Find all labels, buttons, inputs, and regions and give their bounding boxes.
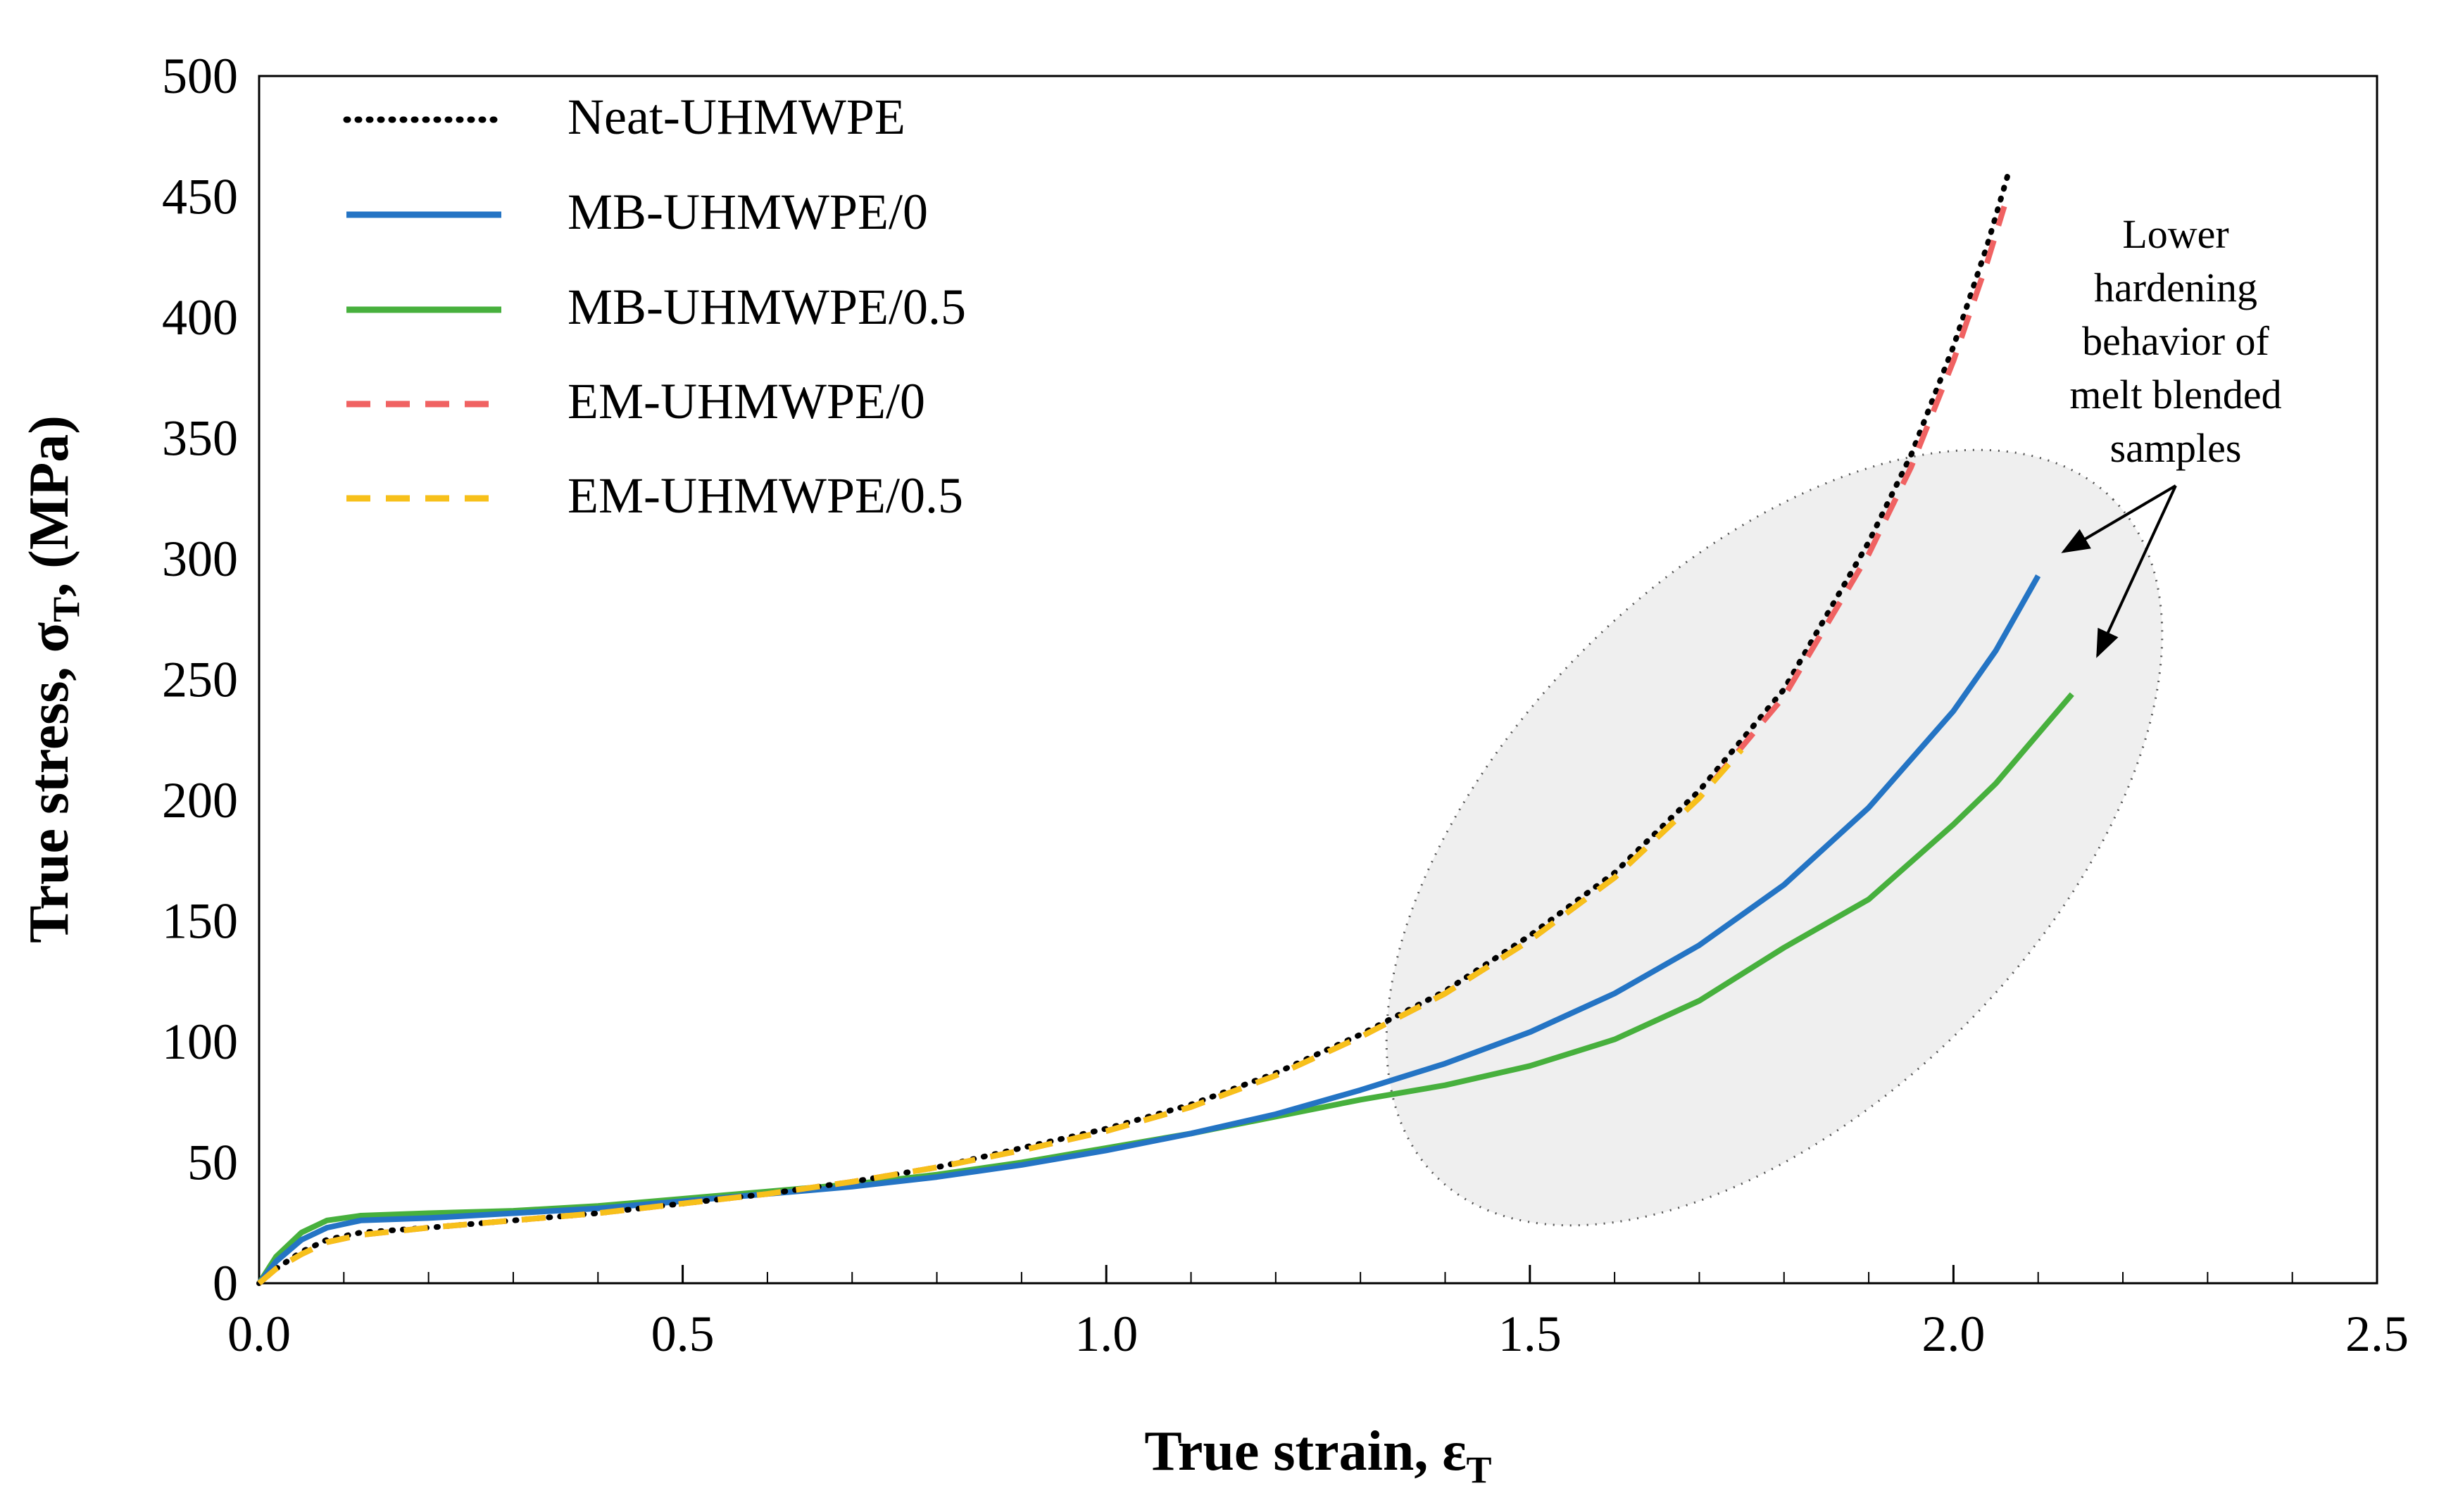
y-tick-label: 100 bbox=[162, 1014, 238, 1070]
x-axis-ticks: 0.0 0.5 1.0 1.5 2.0 2.5 bbox=[227, 1265, 2409, 1362]
legend-label-mb-uhmwpe-0: MB-UHMWPE/0 bbox=[568, 184, 928, 240]
y-tick-label: 300 bbox=[162, 531, 238, 587]
x-tick-label: 2.0 bbox=[1921, 1306, 1985, 1362]
series-line-mb-uhmwpe-0 bbox=[256, 574, 2041, 1285]
y-tick-label: 50 bbox=[187, 1135, 238, 1191]
y-tick-label: 450 bbox=[162, 169, 238, 225]
x-tick-label: 2.5 bbox=[2345, 1306, 2409, 1362]
x-tick-label: 1.5 bbox=[1498, 1306, 1562, 1362]
series-lines bbox=[256, 170, 2074, 1286]
legend-label-neat-uhmwpe: Neat-UHMWPE bbox=[568, 89, 905, 145]
x-axis-label: True strain, εT bbox=[1144, 1420, 1491, 1491]
y-tick-label: 250 bbox=[162, 652, 238, 708]
annotation-line-3: behavior of bbox=[2082, 318, 2269, 364]
annotation-line-1: Lower bbox=[2122, 211, 2228, 257]
y-tick-label: 400 bbox=[162, 289, 238, 346]
legend-label-mb-uhmwpe-0-5: MB-UHMWPE/0.5 bbox=[568, 279, 966, 335]
x-tick-label: 1.0 bbox=[1074, 1306, 1138, 1362]
annotation: Lower hardening behavior of melt blended… bbox=[2061, 211, 2282, 658]
y-tick-label: 200 bbox=[162, 772, 238, 829]
x-tick-label: 0.0 bbox=[227, 1306, 291, 1362]
y-tick-label: 350 bbox=[162, 410, 238, 467]
y-axis-label: True stress, σT, (MPa) bbox=[18, 415, 87, 943]
annotation-arrow-mb-uhmwpe-0-5 bbox=[2096, 485, 2177, 658]
annotation-line-4: melt blended bbox=[2069, 372, 2281, 417]
legend-label-em-uhmwpe-0-5: EM-UHMWPE/0.5 bbox=[568, 467, 963, 524]
x-tick-label: 0.5 bbox=[651, 1306, 715, 1362]
legend-label-em-uhmwpe-0: EM-UHMWPE/0 bbox=[568, 373, 925, 429]
annotation-line-5: samples bbox=[2110, 425, 2242, 471]
y-axis-ticks: 0 50 100 150 200 250 300 350 400 450 500 bbox=[162, 48, 238, 1311]
y-tick-label: 150 bbox=[162, 893, 238, 950]
annotation-line-2: hardening bbox=[2094, 265, 2257, 310]
y-tick-label: 0 bbox=[213, 1255, 238, 1311]
legend: Neat-UHMWPE MB-UHMWPE/0 MB-UHMWPE/0.5 EM… bbox=[343, 89, 966, 524]
plot-area-frame bbox=[258, 75, 2378, 1285]
annotation-arrow-mb-uhmwpe-0 bbox=[2061, 484, 2177, 553]
series-line-em-uhmwpe-0-5 bbox=[257, 748, 1744, 1286]
highlight-region bbox=[1385, 448, 2164, 1227]
y-tick-label: 500 bbox=[162, 48, 238, 104]
